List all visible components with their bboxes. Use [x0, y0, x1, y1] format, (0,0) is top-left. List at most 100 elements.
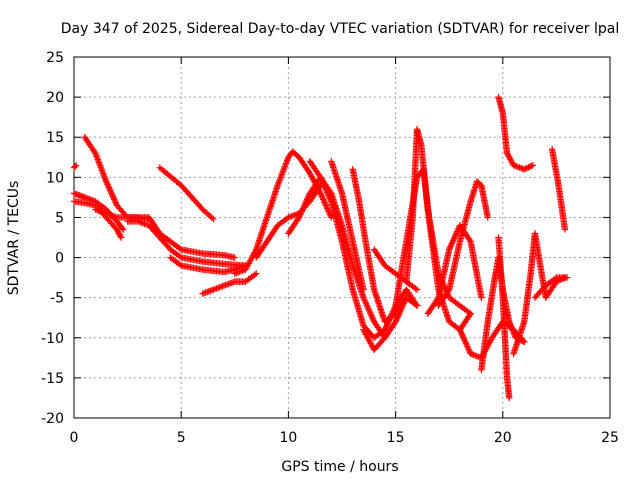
data-point [104, 181, 111, 188]
data-point [205, 211, 212, 219]
data-point [523, 164, 531, 172]
x-tick-label: 5 [177, 430, 186, 446]
data-point [458, 331, 466, 338]
data-point [108, 191, 116, 199]
data-point [413, 302, 421, 309]
y-tick-label: -15 [41, 371, 64, 387]
data-point [319, 194, 326, 202]
data-point [466, 236, 473, 244]
data-point [318, 191, 325, 199]
data-point [458, 329, 465, 336]
series-trace-c [70, 162, 80, 171]
data-point [297, 209, 305, 217]
series-trace-j [231, 148, 335, 277]
data-point [435, 270, 442, 277]
data-point [105, 184, 113, 191]
data-point [366, 309, 374, 316]
y-tick-label: -20 [41, 411, 64, 427]
data-point [466, 347, 473, 355]
x-tick-label: 10 [279, 430, 297, 446]
data-point [367, 311, 375, 318]
data-point [364, 304, 372, 312]
series-trace-aa [531, 274, 571, 301]
data-point [108, 190, 115, 197]
data-point [202, 208, 209, 216]
data-point [111, 197, 119, 205]
data-point [397, 306, 405, 313]
data-point [117, 234, 125, 241]
data-point [326, 211, 334, 218]
data-point [459, 332, 466, 339]
data-point [448, 240, 456, 247]
data-point [435, 271, 443, 279]
series-trace-u [435, 178, 491, 309]
data-point [551, 275, 559, 282]
y-tick-label: 0 [55, 251, 64, 267]
data-point [318, 177, 326, 184]
data-point [200, 207, 208, 214]
y-tick-label: 10 [46, 170, 64, 186]
data-point [361, 297, 368, 304]
data-point [456, 326, 464, 333]
data-point [397, 308, 404, 315]
series-trace-x [495, 93, 537, 173]
data-point [199, 206, 206, 213]
data-point [326, 193, 333, 201]
data-point [324, 205, 331, 212]
data-point [412, 301, 419, 308]
series-trace-d [81, 134, 153, 223]
data-point [324, 206, 332, 214]
x-tick-label: 0 [70, 430, 79, 446]
data-point [454, 228, 461, 235]
data-point [465, 346, 472, 353]
data-point [365, 306, 372, 313]
x-tick-label: 25 [601, 430, 619, 446]
data-point [561, 226, 569, 233]
data-point [208, 214, 216, 221]
data-point [328, 214, 335, 221]
data-point [299, 206, 306, 214]
data-point [207, 213, 214, 220]
data-point [399, 301, 407, 309]
data-point [391, 305, 398, 312]
series-trace-y [495, 234, 513, 402]
data-point [392, 318, 399, 325]
data-point [110, 194, 117, 202]
data-point [301, 202, 308, 209]
data-point [522, 165, 529, 172]
data-point [71, 163, 79, 170]
series-trace-n [328, 158, 367, 293]
data-point [322, 200, 329, 208]
data-point [460, 335, 468, 342]
data-point [484, 214, 491, 221]
data-point [366, 308, 373, 315]
data-point [369, 315, 377, 322]
y-tick-labels: -20 -15 -10 -5 0 5 10 15 20 25 [41, 50, 64, 427]
data-point [324, 189, 331, 196]
y-tick-label: -10 [41, 331, 64, 347]
data-point [381, 326, 389, 333]
data-point [320, 197, 328, 205]
data-point [318, 175, 325, 183]
data-point [119, 224, 126, 232]
data-point [327, 196, 334, 204]
data-point [398, 304, 405, 312]
data-point [322, 202, 330, 209]
data-point [463, 341, 470, 348]
data-point [452, 231, 460, 238]
data-point [460, 334, 467, 341]
data-point [368, 312, 375, 319]
data-point [321, 183, 328, 190]
plot-frame [73, 56, 611, 419]
data-point [320, 196, 327, 203]
data-point [393, 315, 401, 322]
data-point [446, 244, 454, 252]
data-point [104, 182, 112, 190]
data-point [395, 312, 402, 319]
data-point [323, 187, 330, 195]
data-point [117, 232, 124, 240]
data-point [360, 294, 367, 301]
data-point [296, 212, 303, 220]
